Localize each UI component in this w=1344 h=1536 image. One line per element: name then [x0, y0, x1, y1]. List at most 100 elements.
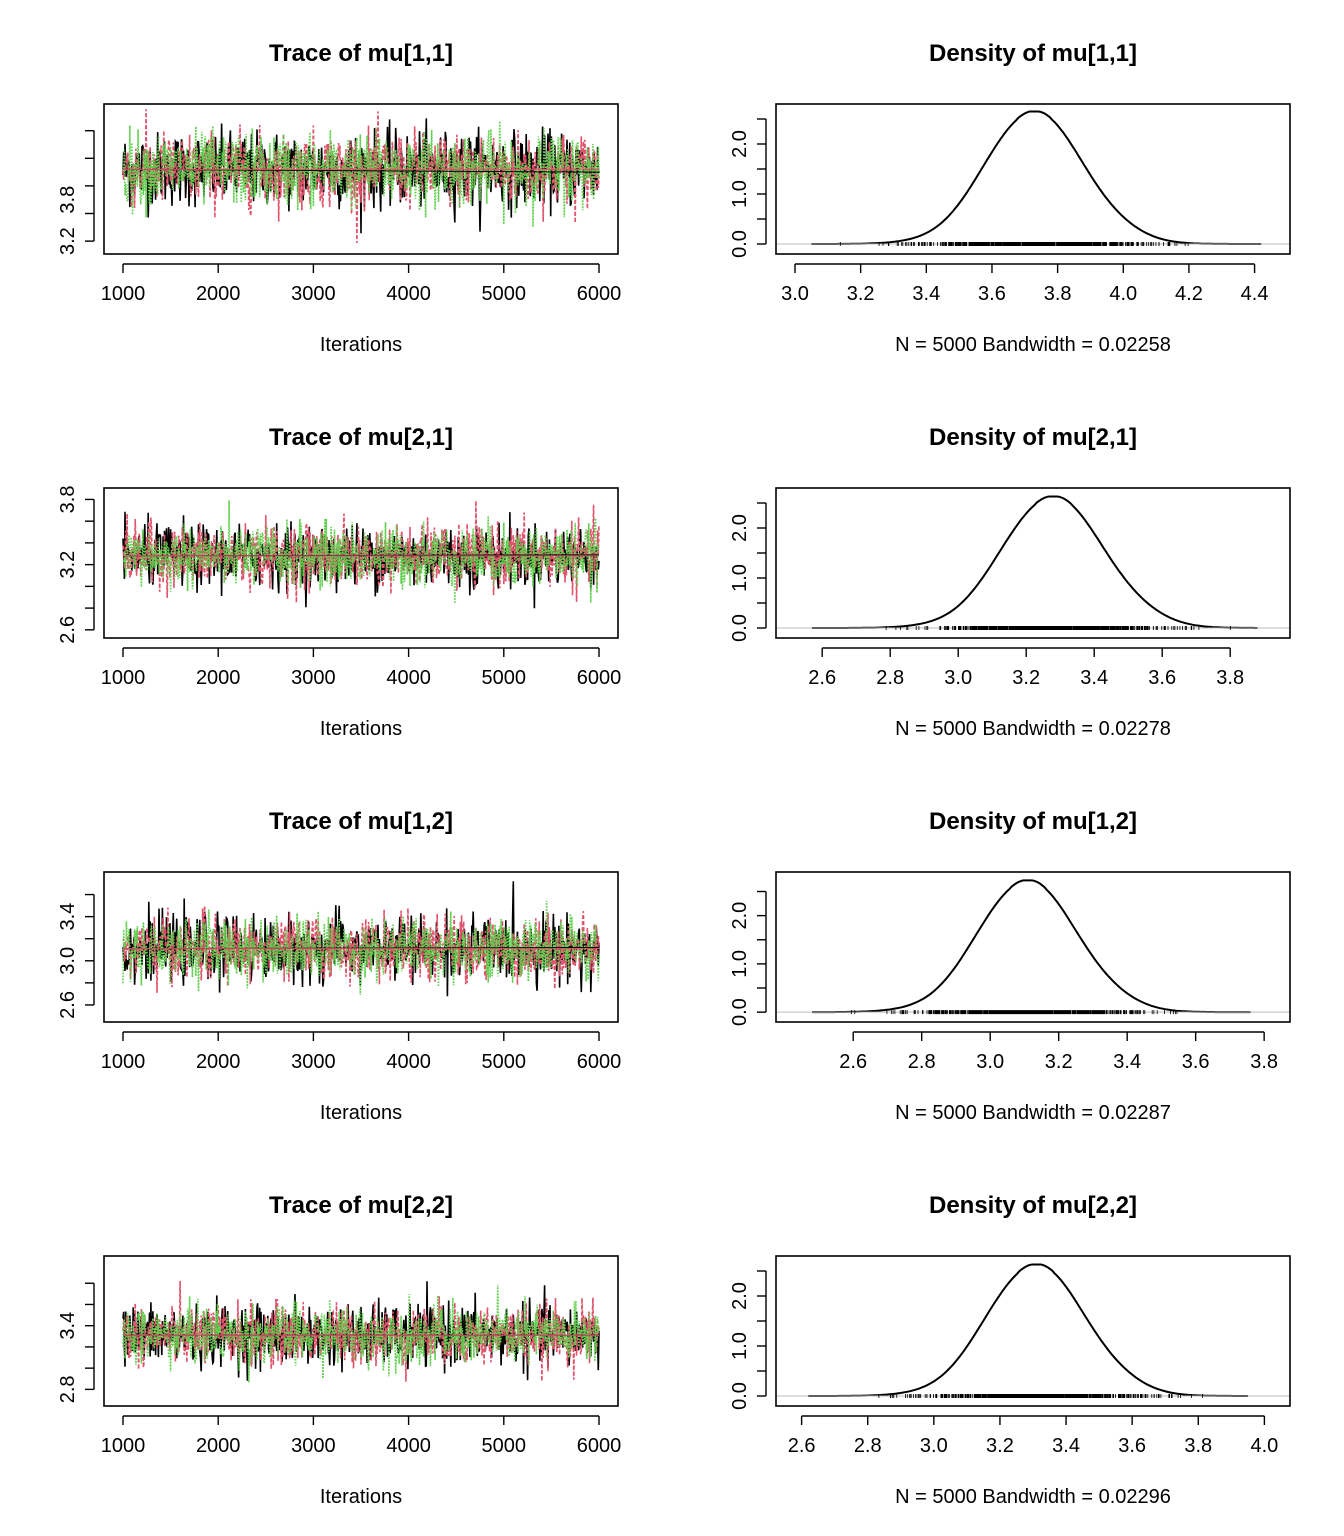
y-tick-label: 1.0 — [729, 1332, 751, 1360]
x-tick-label: 2.6 — [808, 667, 836, 689]
x-tick-label: 3.8 — [1250, 1051, 1278, 1073]
x-tick-label: 4.0 — [1250, 1435, 1278, 1457]
x-tick-label: 2000 — [196, 283, 241, 305]
y-tick-label: 3.4 — [57, 903, 79, 931]
rug-marks — [878, 1394, 1203, 1398]
trace-mu21-panel: Trace of mu[2,1] 1000 2000 3000 4000 5000 6000… — [57, 424, 621, 740]
x-tick-label: 2000 — [196, 1051, 241, 1073]
plot-area — [122, 1280, 600, 1383]
density-curve — [812, 879, 1251, 1014]
x-tick-label: 6000 — [577, 283, 622, 305]
y-tick-label: 2.6 — [57, 616, 79, 644]
x-tick-label: 4.4 — [1241, 283, 1269, 305]
x-tick-label: 6000 — [577, 1435, 622, 1457]
x-tick-label: 3.6 — [1182, 1051, 1210, 1073]
x-tick-label: 3.0 — [944, 667, 972, 689]
x-tick-label: 4.0 — [1109, 283, 1137, 305]
plot-frame — [775, 487, 1291, 639]
plot-frame — [103, 487, 619, 639]
y-tick-label: 0.0 — [729, 230, 751, 258]
y-tick-label: 1.0 — [729, 950, 751, 978]
x-tick-label: 3.4 — [1080, 667, 1108, 689]
x-tick-label: 1000 — [101, 283, 146, 305]
chart-title: Density of mu[2,1] — [929, 424, 1137, 451]
x-tick-label: 3.6 — [1118, 1435, 1146, 1457]
rug-marks — [851, 1010, 1178, 1015]
x-axis-label: Iterations — [320, 1486, 402, 1508]
y-tick-label: 2.6 — [57, 991, 79, 1019]
y-tick-label: 3.8 — [57, 186, 79, 214]
x-tick-label: 4000 — [386, 283, 431, 305]
x-tick-label: 3.8 — [1044, 283, 1072, 305]
y-tick-label: 2.0 — [729, 514, 751, 542]
plot-frame — [103, 871, 619, 1023]
x-tick-label: 3.8 — [1184, 1435, 1212, 1457]
x-tick-label: 5000 — [482, 667, 527, 689]
x-axis-label: N = 5000 Bandwidth = 0.02287 — [895, 1102, 1171, 1124]
x-tick-label: 3.2 — [1012, 667, 1040, 689]
chain-3-line — [122, 900, 600, 995]
x-tick-label: 1000 — [101, 1051, 146, 1073]
x-axis-label: Iterations — [320, 718, 402, 740]
trace-mu22-panel: Trace of mu[2,2] 1000 2000 3000 4000 5000 6000… — [57, 1192, 621, 1508]
y-tick-label: 1.0 — [729, 564, 751, 592]
trace-mu11-panel: Trace of mu[1,1] 1000 2000 3000 4000 5000 6000… — [57, 40, 621, 356]
x-tick-label: 3.6 — [978, 283, 1006, 305]
y-tick-label: 3.4 — [57, 1312, 79, 1340]
chain-3-line — [122, 500, 600, 604]
x-tick-label: 2000 — [196, 667, 241, 689]
plot-area — [122, 881, 600, 997]
y-tick-label: 2.8 — [57, 1375, 79, 1403]
density-curve — [811, 110, 1262, 245]
x-tick-label: 3000 — [291, 1435, 336, 1457]
x-tick-label: 3.0 — [920, 1435, 948, 1457]
y-tick-label: 1.0 — [729, 180, 751, 208]
chart-title: Trace of mu[2,1] — [269, 424, 453, 451]
y-tick-label: 2.0 — [729, 1282, 751, 1310]
x-axis-label: N = 5000 Bandwidth = 0.02296 — [895, 1486, 1171, 1508]
x-tick-label: 1000 — [101, 1435, 146, 1457]
y-tick-label: 0.0 — [729, 998, 751, 1026]
y-tick-label: 3.8 — [57, 486, 79, 514]
plot-frame — [775, 1255, 1291, 1407]
x-tick-label: 3.2 — [847, 283, 875, 305]
x-tick-label: 3.0 — [976, 1051, 1004, 1073]
x-tick-label: 2.8 — [876, 667, 904, 689]
chart-title: Density of mu[2,2] — [929, 1192, 1137, 1219]
chart-title: Trace of mu[1,1] — [269, 40, 453, 67]
x-tick-label: 4.2 — [1175, 283, 1203, 305]
x-tick-label: 3.4 — [1052, 1435, 1080, 1457]
chart-title: Trace of mu[1,2] — [269, 808, 453, 835]
x-axis-label: N = 5000 Bandwidth = 0.02278 — [895, 718, 1171, 740]
y-tick-label: 3.2 — [57, 227, 79, 255]
density-mu11-panel: Density of mu[1,1] 3.0 3.2 3.4 3.6 3.8 4.0 4.2 4… — [729, 40, 1291, 356]
chart-title: Trace of mu[2,2] — [269, 1192, 453, 1219]
x-axis-label: Iterations — [320, 1102, 402, 1124]
x-axis-label: Iterations — [320, 334, 402, 356]
x-tick-label: 5000 — [482, 283, 527, 305]
density-mu21-panel: Density of mu[2,1] 2.6 2.8 3.0 3.2 3.4 3.6 3.8 0… — [729, 424, 1291, 740]
x-tick-label: 2.8 — [854, 1435, 882, 1457]
chain-3-line — [122, 1285, 600, 1383]
rug-marks — [885, 626, 1231, 630]
x-tick-label: 2.8 — [908, 1051, 936, 1073]
x-tick-label: 6000 — [577, 1051, 622, 1073]
plot-area — [122, 500, 600, 609]
x-tick-label: 4000 — [386, 1435, 431, 1457]
x-tick-label: 3.2 — [1045, 1051, 1073, 1073]
plot-area — [776, 495, 1290, 630]
y-tick-label: 2.0 — [729, 130, 751, 158]
x-tick-label: 3.4 — [1113, 1051, 1141, 1073]
x-axis-label: N = 5000 Bandwidth = 0.02258 — [895, 334, 1171, 356]
x-tick-label: 4000 — [386, 1051, 431, 1073]
x-tick-label: 2.6 — [839, 1051, 867, 1073]
x-tick-label: 3000 — [291, 667, 336, 689]
x-tick-label: 6000 — [577, 667, 622, 689]
y-tick-label: 3.2 — [57, 551, 79, 579]
x-tick-label: 3.4 — [912, 283, 940, 305]
y-tick-label: 2.0 — [729, 902, 751, 930]
plot-area — [122, 109, 600, 244]
x-tick-label: 3.8 — [1216, 667, 1244, 689]
density-curve — [808, 1263, 1248, 1397]
